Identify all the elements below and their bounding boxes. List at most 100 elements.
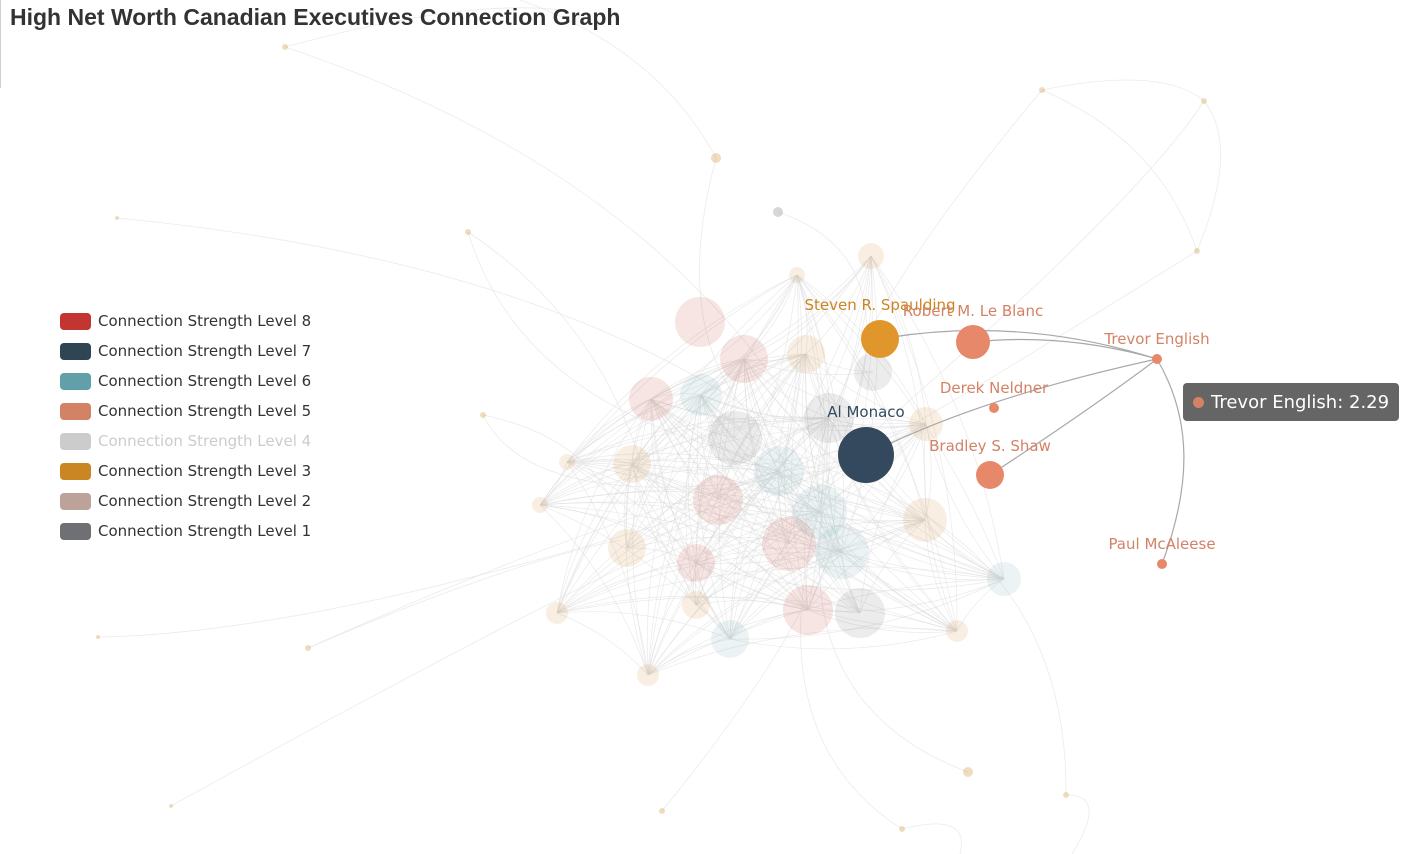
- graph-node: [789, 267, 805, 283]
- graph-edge: [1065, 794, 1090, 854]
- graph-edge: [729, 470, 780, 640]
- graph-edge: [647, 511, 821, 676]
- graph-edge: [805, 255, 872, 355]
- graph-edge: [796, 274, 826, 513]
- graph-edge: [695, 519, 926, 606]
- legend-item-level-2[interactable]: Connection Strength Level 2: [60, 486, 311, 516]
- node-label-bradley-s-shaw: Bradley S. Shaw: [929, 437, 1051, 455]
- graph-edge: [97, 469, 831, 638]
- graph-edge: [170, 469, 831, 807]
- node-derek-neldner[interactable]: [989, 403, 999, 413]
- graph-node: [465, 229, 471, 235]
- graph-node: [787, 335, 825, 373]
- graph-node: [708, 411, 762, 465]
- graph-node: [629, 377, 673, 421]
- graph-edge: [647, 470, 780, 676]
- legend-swatch: [60, 432, 91, 450]
- graph-node: [680, 374, 722, 416]
- graph-node: [675, 297, 725, 347]
- graph-edge: [284, 7, 561, 48]
- legend-swatch: [60, 342, 91, 360]
- graph-node: [96, 635, 100, 639]
- graph-edge: [901, 823, 962, 854]
- graph-edge: [700, 394, 927, 428]
- node-bradley-s-shaw[interactable]: [976, 461, 1004, 489]
- graph-edge: [923, 423, 958, 632]
- graph-edge: [626, 470, 780, 549]
- legend-item-level-1[interactable]: Connection Strength Level 1: [60, 516, 311, 546]
- graph-edge: [539, 353, 807, 506]
- graph-edge: [729, 423, 927, 640]
- graph-edge: [859, 423, 927, 614]
- graph-edge: [566, 461, 958, 632]
- graph-edge: [539, 504, 958, 632]
- graph-node: [854, 353, 892, 391]
- node-paul-mcaleese[interactable]: [1157, 559, 1167, 569]
- graph-edge: [556, 612, 649, 676]
- graph-edge: [482, 414, 621, 521]
- graph-edge: [539, 394, 702, 506]
- graph-edge: [650, 255, 872, 400]
- graph-edge: [807, 519, 926, 611]
- graph-edge: [695, 358, 745, 564]
- graph-node: [480, 412, 486, 418]
- graph-edge: [556, 596, 809, 614]
- legend-label: Connection Strength Level 3: [98, 462, 312, 480]
- legend-item-level-4[interactable]: Connection Strength Level 4: [60, 426, 311, 456]
- node-al-monaco[interactable]: [838, 427, 894, 483]
- graph-edge: [696, 394, 731, 640]
- graph-node: [169, 804, 173, 808]
- graph-edge: [818, 469, 969, 773]
- graph-edge: [699, 157, 831, 471]
- graph-edge: [870, 255, 926, 521]
- graph-edge: [841, 255, 878, 553]
- node-robert-m-le-blanc[interactable]: [956, 325, 990, 359]
- graph-edge: [695, 562, 958, 632]
- graph-node: [659, 808, 665, 814]
- graph-edge: [307, 539, 621, 649]
- graph-edge: [647, 627, 958, 676]
- legend-item-level-5[interactable]: Connection Strength Level 5: [60, 396, 311, 426]
- tooltip-text: Trevor English: 2.29: [1211, 391, 1390, 413]
- graph-edge: [647, 358, 745, 676]
- graph-node: [532, 497, 548, 513]
- graph-edge: [695, 353, 807, 606]
- graph-edge: [647, 638, 731, 676]
- graph-edge: [743, 358, 927, 425]
- graph-edge: [700, 394, 861, 614]
- graph-edge: [819, 511, 861, 614]
- graph-edge: [778, 470, 926, 521]
- legend-swatch: [60, 312, 91, 330]
- legend-item-level-3[interactable]: Connection Strength Level 3: [60, 456, 311, 486]
- graph-edge: [519, 0, 717, 159]
- graph-edge: [870, 255, 958, 632]
- graph-edge: [566, 461, 843, 553]
- graph-edge: [778, 255, 872, 472]
- graph-edge-highlight: [879, 329, 1158, 360]
- legend-item-level-6[interactable]: Connection Strength Level 6: [60, 366, 311, 396]
- legend: Connection Strength Level 8 Connection S…: [60, 306, 311, 546]
- graph-edge: [695, 274, 798, 564]
- node-steven-r-spaulding[interactable]: [861, 320, 899, 358]
- legend-swatch: [60, 372, 91, 390]
- graph-node: [899, 826, 905, 832]
- graph-edge: [626, 353, 807, 549]
- node-trevor-english[interactable]: [1152, 354, 1162, 364]
- graph-edge: [729, 417, 830, 640]
- graph-node: [637, 664, 659, 686]
- graph-edge: [556, 398, 652, 614]
- legend-label: Connection Strength Level 8: [98, 312, 312, 330]
- graph-edge: [841, 423, 927, 553]
- graph-edge: [801, 353, 821, 513]
- graph-edge: [539, 274, 798, 506]
- graph-edge: [566, 461, 1005, 580]
- node-label-trevor-english: Trevor English: [1103, 330, 1209, 348]
- legend-item-level-7[interactable]: Connection Strength Level 7: [60, 336, 311, 366]
- graph-edge: [647, 551, 843, 676]
- graph-edge: [556, 519, 926, 614]
- legend-item-level-8[interactable]: Connection Strength Level 8: [60, 306, 311, 336]
- graph-node: [903, 498, 947, 542]
- graph-edge: [539, 463, 633, 506]
